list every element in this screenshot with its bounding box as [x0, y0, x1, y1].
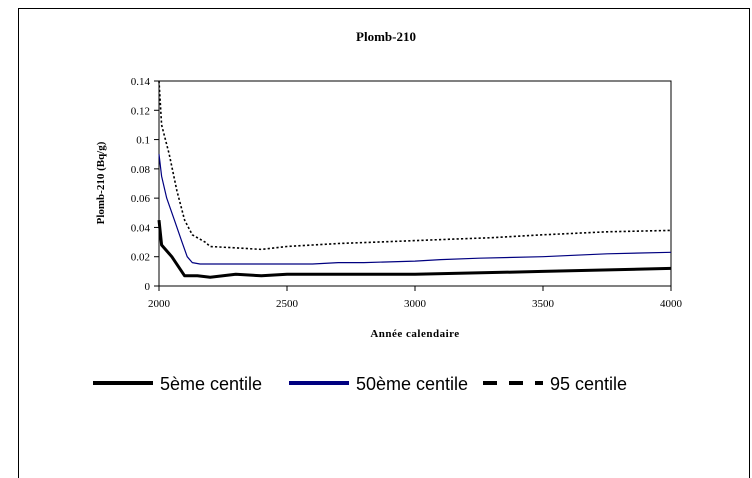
y-axis-label: Plomb-210 (Bq/g) — [95, 141, 107, 224]
x-tick-label: 2500 — [276, 298, 299, 310]
y-tick-label: 0.14 — [131, 76, 151, 88]
y-tick-label: 0.04 — [131, 222, 151, 234]
legend-label-2: 50ème centile — [356, 374, 468, 394]
x-tick-label: 3500 — [532, 298, 555, 310]
x-axis-label: Année calendaire — [370, 328, 459, 340]
x-tick-label: 4000 — [660, 298, 683, 310]
series-layer — [157, 80, 672, 279]
y-tick-label: 0.02 — [131, 252, 150, 264]
y-tick-label: 0.08 — [131, 164, 151, 176]
plot-area — [158, 80, 672, 287]
x-tick-label: 3000 — [404, 298, 427, 310]
legend-label-1: 5ème centile — [160, 374, 262, 394]
chart-title: Plomb-210 — [356, 29, 416, 44]
series-line-3 — [158, 80, 672, 251]
series-line-1 — [157, 219, 672, 279]
axis-ticks: 0 0.02 0.04 0.06 0.08 0.1 0.12 0.14 2000 2500 3000… — [131, 76, 683, 310]
y-tick-label: 0.1 — [136, 135, 150, 147]
y-tick-label: 0 — [145, 281, 151, 293]
legend-label-3: 95 centile — [550, 374, 627, 394]
y-tick-label: 0.12 — [131, 105, 150, 117]
chart-frame — [18, 8, 750, 478]
legend: 5ème centile 50ème centile 95 centile — [93, 374, 627, 394]
y-tick-label: 0.06 — [131, 193, 151, 205]
chart-svg: Plomb-210 Plomb-210 (Bq/g) Année calenda… — [93, 29, 683, 394]
x-tick-label: 2000 — [148, 298, 171, 310]
series-line-2 — [158, 154, 672, 265]
